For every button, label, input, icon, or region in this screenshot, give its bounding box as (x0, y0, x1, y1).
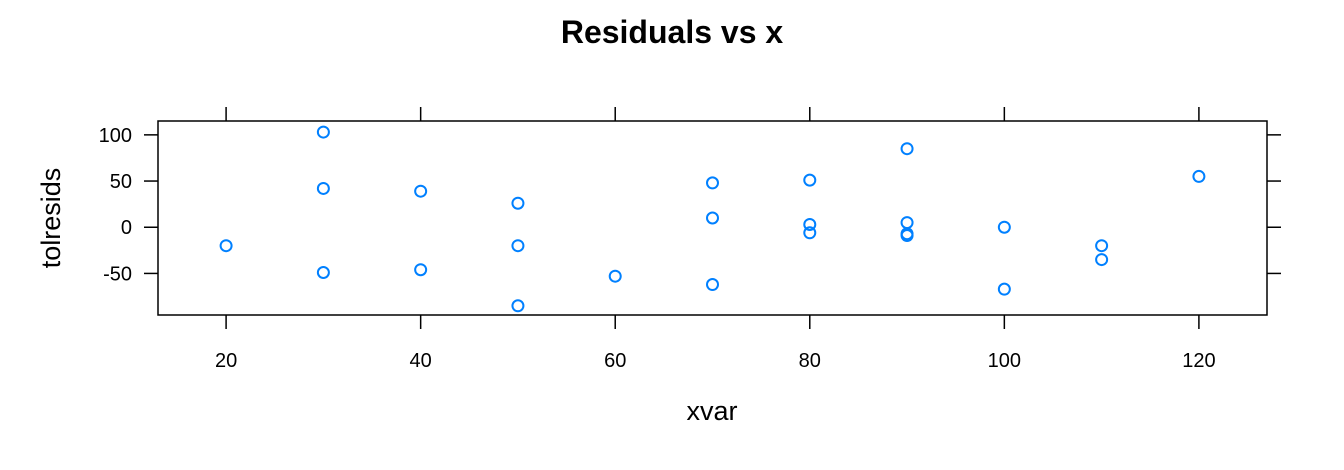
data-point (414, 184, 428, 198)
data-point (1095, 239, 1109, 253)
y-tick-label: 0 (121, 217, 132, 239)
y-tick-label: 50 (110, 171, 132, 193)
data-point (997, 282, 1011, 296)
data-point (511, 239, 525, 253)
x-tick-label: 80 (799, 350, 821, 372)
x-tick-label: 60 (604, 350, 626, 372)
data-point (706, 176, 719, 190)
data-point (316, 266, 330, 280)
data-point (803, 217, 817, 231)
x-axis-label: xvar (686, 396, 737, 426)
data-point (900, 216, 914, 230)
data-point (316, 181, 330, 195)
y-axis: -50 0 50 100 (99, 125, 1281, 285)
data-points (219, 125, 1206, 313)
data-point (803, 173, 817, 187)
data-point (706, 211, 719, 225)
data-point (608, 269, 622, 283)
y-tick-label: -50 (103, 263, 132, 285)
data-point (511, 196, 525, 210)
data-point (900, 142, 914, 156)
y-tick-label: 100 (99, 125, 132, 147)
x-tick-label: 120 (1182, 350, 1215, 372)
x-axis: 20 40 60 80 100 120 (215, 107, 1216, 372)
data-point (1095, 253, 1109, 267)
data-point (414, 263, 428, 277)
data-point (997, 220, 1011, 234)
x-tick-label: 100 (988, 350, 1021, 372)
x-tick-label: 20 (215, 350, 237, 372)
data-point (511, 299, 525, 313)
data-point (900, 229, 914, 243)
data-point (803, 226, 817, 240)
data-point (219, 239, 233, 253)
x-tick-label: 40 (410, 350, 432, 372)
y-axis-label: tolresids (36, 168, 66, 269)
data-point (706, 278, 719, 292)
plot-panel (157, 120, 1268, 316)
chart-title: Residuals vs x (561, 14, 784, 50)
data-point (1192, 169, 1206, 183)
data-point (316, 125, 330, 139)
